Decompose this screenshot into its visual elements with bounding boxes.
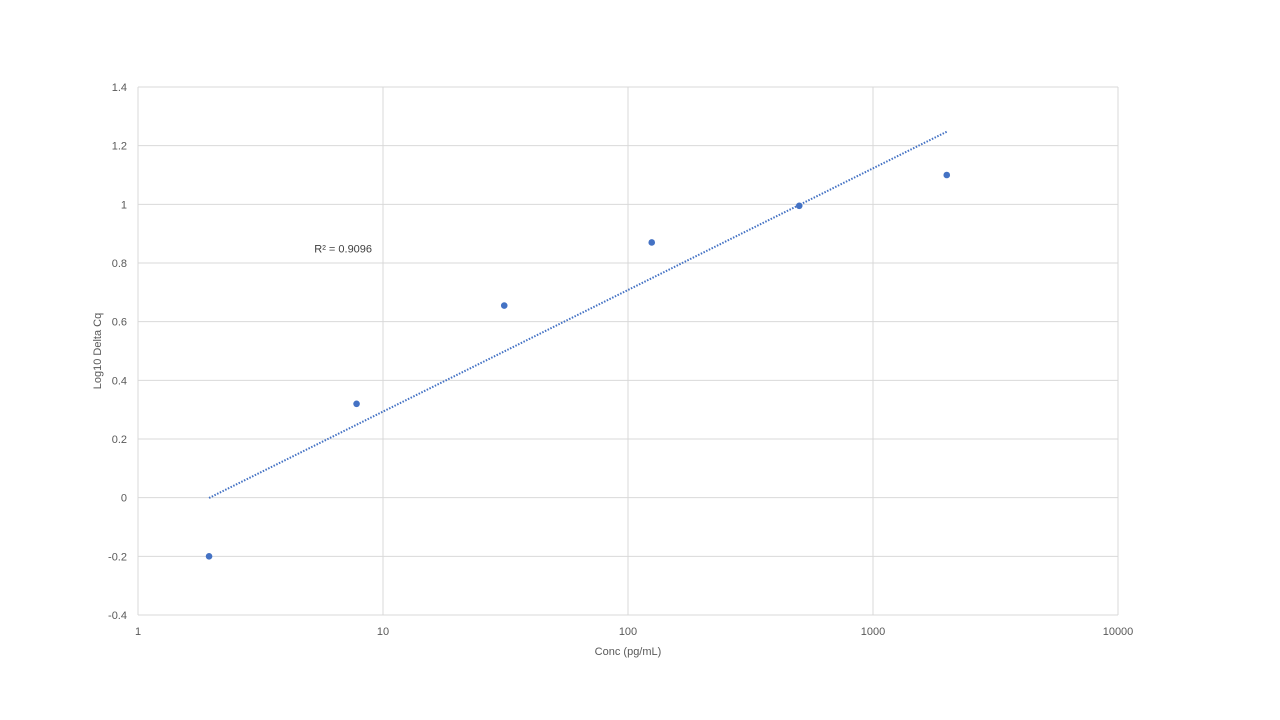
x-axis-tick-labels: 1 10 100 1000 10000 [135,626,1133,638]
r-squared-label: R² = 0.9096 [314,243,372,255]
data-points [205,171,951,560]
data-point [648,239,656,246]
x-tick-label: 10 [377,626,389,638]
trendline-layer [208,130,948,499]
x-tick-label: 1 [135,626,141,638]
x-axis-title: Conc (pg/mL) [595,646,662,658]
y-axis-title: Log10 Delta Cq [92,313,104,389]
y-tick-label: 0.4 [112,375,127,387]
y-axis-tick-labels: -0.4 -0.2 0 0.2 0.4 0.6 0.8 1 1.2 1.4 [108,82,127,622]
y-tick-label: 1 [121,199,127,211]
data-point [500,302,508,309]
y-tick-label: 1.2 [112,141,127,153]
data-point [795,202,803,210]
annotations: R² = 0.9096 [314,243,372,255]
y-tick-label: -0.2 [108,551,127,563]
data-point [943,171,951,179]
chart-grid [137,86,1119,616]
y-tick-label: 0.2 [112,434,127,446]
y-tick-label: 1.4 [112,82,127,94]
y-tick-label: 0.6 [112,317,127,329]
x-tick-label: 100 [619,626,637,638]
trendline [208,130,948,499]
x-tick-label: 1000 [861,626,885,638]
x-tick-label: 10000 [1103,626,1134,638]
data-point [205,553,213,560]
y-tick-label: 0.8 [112,258,127,270]
y-tick-label: 0 [121,493,127,505]
y-tick-label: -0.4 [108,610,127,622]
data-point [353,400,360,408]
